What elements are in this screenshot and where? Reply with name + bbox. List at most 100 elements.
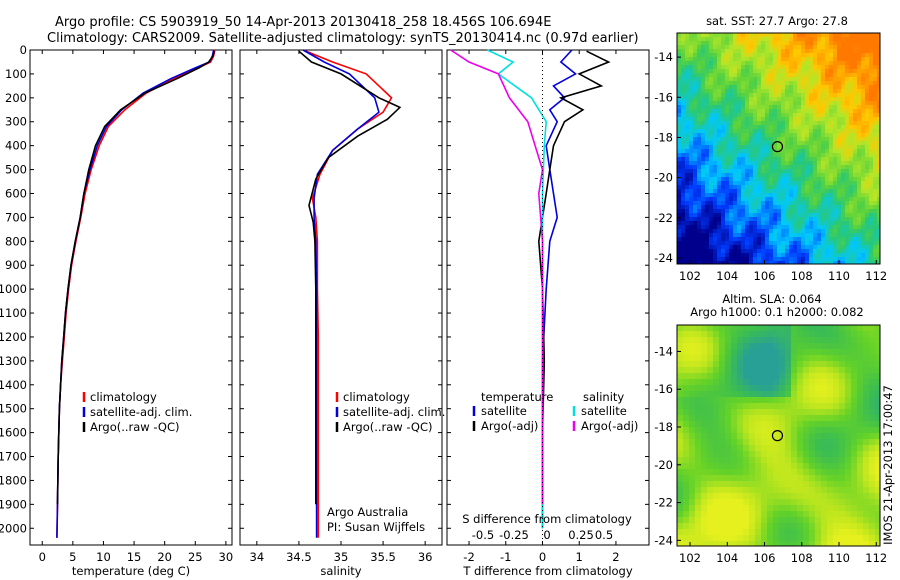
sla-map-cell [713,523,720,530]
sst-map-cell [697,257,702,262]
sla-map-cell [707,439,714,446]
sst-map-cell [717,253,722,258]
sst-map-cell [821,245,826,250]
sst-map-cell [829,165,834,170]
sla-map-cell [875,397,880,404]
sla-map-cell [875,517,880,524]
sst-map-cell [861,89,866,94]
sla-map-cell [743,445,750,452]
sst-map-cell [821,33,826,38]
sst-map-cell [781,221,786,226]
sst-map-cell [689,89,694,94]
sla-map-cell [677,337,684,344]
sla-map-cell [761,409,768,416]
sla-map-cell [851,451,858,458]
sla-map-cell [875,343,880,350]
sla-map-cell [695,541,702,546]
sst-map-cell [725,37,730,42]
sst-map-cell [813,133,818,138]
sst-map-cell [729,233,734,238]
sst-map-cell [753,53,758,58]
sla-map-cell [683,445,690,452]
sst-map-cell [829,41,834,46]
sst-map-cell [729,169,734,174]
sst-map-cell [721,129,726,134]
sst-map-cell [745,169,750,174]
sst-map-cell [793,257,798,262]
temperature-xtick-label: 10 [96,550,111,564]
sla-map-cell [827,511,834,518]
sst-map-cell [733,253,738,258]
sst-map-cell [681,129,686,134]
salinity-xtick-label: 34.5 [286,550,312,564]
sla-map-cell [737,511,744,518]
sst-map-cell [841,41,846,46]
sla-map-cell [827,331,834,338]
sla-map-cell [737,499,744,506]
sla-map-cell [761,511,768,518]
sla-map-cell [725,469,732,476]
sla-map-cell [683,499,690,506]
sla-map-cell [809,331,816,338]
sst-map-cell [769,69,774,74]
sst-map-cell [857,241,862,246]
sla-map-cell [719,481,726,488]
sst-map-cell [725,137,730,142]
sst-map-cell [717,141,722,146]
sst-map-cell [733,45,738,50]
sst-map-cell [697,213,702,218]
sst-map-cell [777,213,782,218]
sst-map-cell [737,77,742,82]
sla-map-cell [869,355,876,362]
sla-map-cell [797,397,804,404]
sla-map-cell [875,463,880,470]
sla-map-cell [719,445,726,452]
sst-map-cell [853,121,858,126]
sst-map-cell [777,105,782,110]
sla-map-cell [773,379,780,386]
sst-map-cell [837,149,842,154]
sst-map-cell [845,49,850,54]
sst-map-cell [765,117,770,122]
sst-map-cell [813,221,818,226]
sst-map-cell [861,173,866,178]
sst-map-cell [793,233,798,238]
sst-map-cell [705,149,710,154]
sla-map-cell [863,343,870,350]
sst-map-cell [821,125,826,130]
sst-map-cell [705,249,710,254]
sla-map-cell [713,361,720,368]
sst-map-cell [877,185,880,190]
differences-xtick-label: 0 [539,550,546,564]
sst-map-cell [829,225,834,230]
sst-map-cell [849,225,854,230]
sla-map-cell [761,337,768,344]
sst-map-cell [761,117,766,122]
sst-map-cell [781,125,786,130]
sst-map-cell [745,77,750,82]
sla-map-cell [779,325,786,332]
sla-map-cell [701,373,708,380]
sst-map-cell [861,225,866,230]
sst-map-cell [717,105,722,110]
sst-map-cell [745,81,750,86]
sst-map-cell [841,221,846,226]
sst-map-cell [873,61,878,66]
sla-map-cell [809,445,816,452]
sst-map-cell [877,237,880,242]
sla-map-cell [719,385,726,392]
sst-map-cell [733,245,738,250]
sst-map-cell [737,141,742,146]
sst-map-cell [853,117,858,122]
sst-map-cell [841,117,846,122]
sst-map-cell [809,129,814,134]
sla-map-cell [815,517,822,524]
sla-map-cell [863,463,870,470]
sst-map-cell [785,229,790,234]
sla-map-cell [731,463,738,470]
sst-map-cell [777,57,782,62]
sst-map-cell [765,121,770,126]
sst-map-cell [749,121,754,126]
sst-map-cell [697,197,702,202]
sst-map-cell [801,253,806,258]
